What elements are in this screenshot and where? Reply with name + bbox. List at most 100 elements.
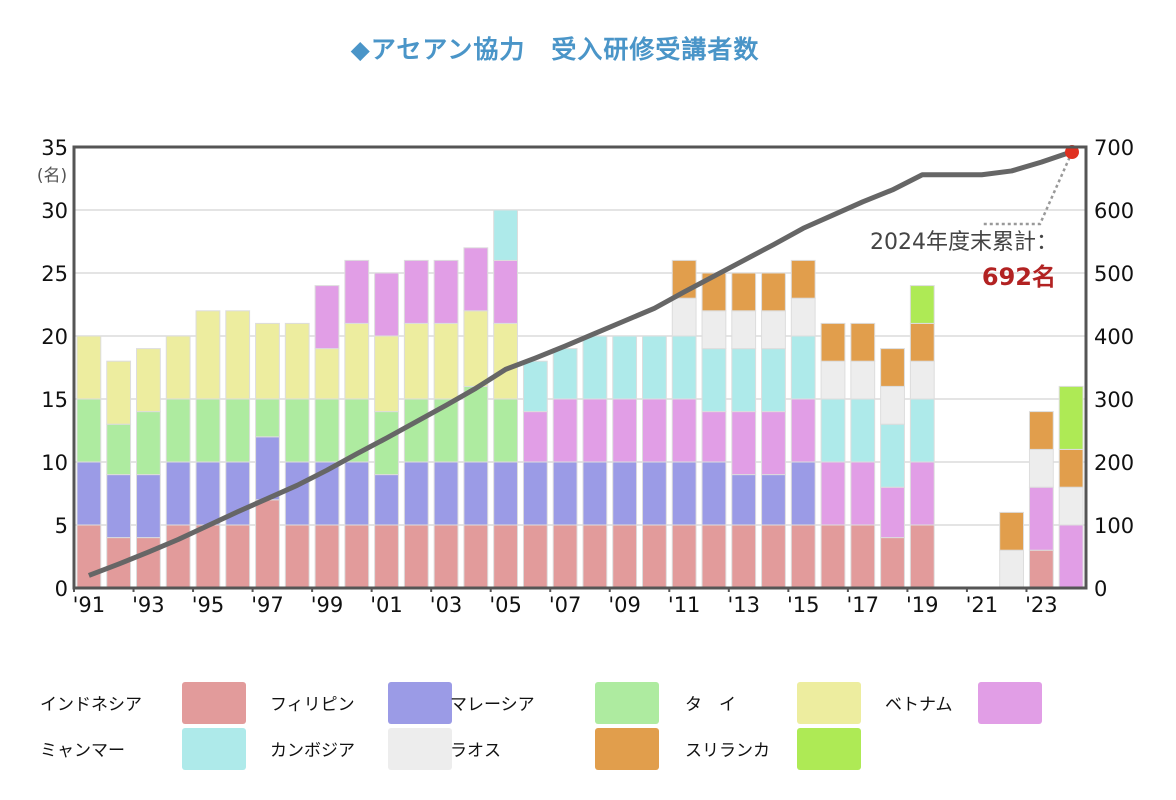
x-tick-label: '19 xyxy=(906,593,939,617)
bar-segment xyxy=(136,537,161,589)
legend-label: マレーシア xyxy=(450,695,535,715)
y2-tick-label: 700 xyxy=(1094,136,1134,160)
bar-segment xyxy=(136,474,161,539)
bar-segment xyxy=(344,322,370,400)
x-tick-label: '95 xyxy=(192,593,225,617)
bar-segment xyxy=(820,524,846,589)
x-tick-label: '07 xyxy=(549,593,582,617)
bar-segment xyxy=(612,524,638,589)
bar-segment xyxy=(255,322,280,400)
y2-tick-label: 200 xyxy=(1094,451,1134,475)
bar-segment xyxy=(225,310,251,400)
legend-swatch xyxy=(595,682,659,724)
bar-segment xyxy=(850,322,876,362)
bar-segment xyxy=(493,461,518,526)
x-tick-label: '13 xyxy=(727,593,760,617)
y-tick-label: 10 xyxy=(41,451,68,475)
legend-swatch xyxy=(797,728,861,770)
bar-segment xyxy=(582,398,608,463)
bar-segment xyxy=(433,259,459,324)
bar-segment xyxy=(136,348,161,413)
y-tick-label: 15 xyxy=(41,388,68,412)
bar-segment xyxy=(374,335,399,413)
bar-segment xyxy=(374,474,399,526)
bar-segment xyxy=(731,272,757,312)
legend-label: インドネシア xyxy=(40,695,142,715)
legend-swatch xyxy=(388,728,452,770)
bar-segment xyxy=(225,398,251,463)
legend-swatch xyxy=(182,728,246,770)
bar-segment xyxy=(909,360,935,400)
legend-label: フィリピン xyxy=(270,695,355,715)
bar-segment xyxy=(1028,486,1054,551)
annotation-leader xyxy=(982,151,1074,226)
annotation-value: 692名 xyxy=(982,263,1056,291)
bar-segment xyxy=(820,360,846,400)
bar-segment xyxy=(284,398,310,463)
bar-segment xyxy=(195,398,221,463)
bar-segment xyxy=(284,461,310,526)
y-tick-label: 30 xyxy=(41,199,68,223)
bar-segment xyxy=(433,461,459,526)
legend-label: カンボジア xyxy=(270,741,355,761)
bar-segment xyxy=(701,348,727,413)
bar-segment xyxy=(731,348,757,413)
bar-segment xyxy=(493,259,518,324)
bar-segment xyxy=(463,310,489,387)
y-tick-label: 35 xyxy=(41,136,68,160)
cumulative-line xyxy=(87,149,1072,578)
y2-tick-label: 500 xyxy=(1094,262,1134,286)
bar-segment xyxy=(522,411,548,463)
bar-segment xyxy=(284,524,310,589)
y-axis-label: (名) xyxy=(37,166,67,186)
bar-segment xyxy=(820,398,846,463)
bar-segment xyxy=(463,385,489,463)
bar-segment xyxy=(493,209,518,261)
y-tick-label: 20 xyxy=(41,325,68,349)
bar-segment xyxy=(314,285,340,350)
y2-tick-label: 100 xyxy=(1094,514,1134,538)
bar-segment xyxy=(522,524,548,589)
bar-segment xyxy=(701,461,727,526)
bar-segment xyxy=(552,348,578,400)
bar-segment xyxy=(820,461,846,526)
x-tick-label: '09 xyxy=(608,593,641,617)
bar-segment xyxy=(1058,448,1084,488)
bar-segment xyxy=(433,322,459,400)
x-tick-label: '15 xyxy=(787,593,820,617)
y2-tick-label: 0 xyxy=(1094,577,1107,601)
bar-segment xyxy=(552,398,578,463)
bar-segment xyxy=(761,272,786,312)
chart: 0 5 10 15 20 25 30 35 0 100 200 300 400 500 600 700 '91 '… xyxy=(37,136,1134,617)
bar-segment xyxy=(106,474,132,539)
bar-segment xyxy=(76,398,102,463)
bar-segment xyxy=(880,537,905,589)
bar-segment xyxy=(701,411,727,463)
bar-segment xyxy=(1028,448,1054,488)
bar-segment xyxy=(850,461,876,526)
bar-segment xyxy=(642,461,667,526)
cumulative-end-marker xyxy=(1065,145,1079,160)
bar-segment xyxy=(76,335,102,400)
bar-segment xyxy=(612,461,638,526)
bar-segment xyxy=(195,310,221,400)
bar-segment xyxy=(612,398,638,463)
bar-segment xyxy=(761,310,786,350)
bar-segment xyxy=(820,322,846,362)
bar-segment xyxy=(582,335,608,400)
bar-segment xyxy=(1058,385,1084,450)
bar-segment xyxy=(642,398,667,463)
bar-segment xyxy=(671,461,697,526)
x-tick-label: '17 xyxy=(847,593,880,617)
bar-segment xyxy=(790,297,816,337)
bar-segment xyxy=(314,398,340,463)
bar-segment xyxy=(374,524,399,589)
bar-segment xyxy=(552,524,578,589)
x-tick-label: '03 xyxy=(430,593,463,617)
legend-label: スリランカ xyxy=(685,741,770,761)
bar-segment xyxy=(344,461,370,526)
bar-segment xyxy=(106,423,132,476)
bar-segment xyxy=(522,360,548,413)
bar-segment xyxy=(463,461,489,526)
bar-segment xyxy=(314,524,340,589)
